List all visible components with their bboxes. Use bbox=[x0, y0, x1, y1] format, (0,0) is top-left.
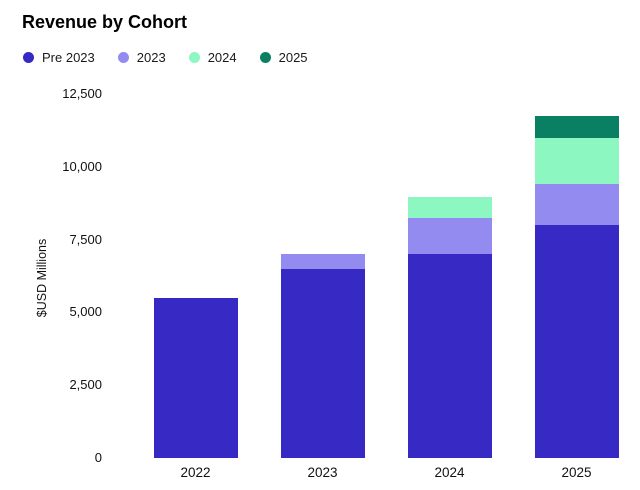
y-tick-2500: 2,500 bbox=[69, 377, 102, 393]
y-tick-5000: 5,000 bbox=[69, 304, 102, 320]
bar-2024-2024-segment[interactable] bbox=[407, 197, 492, 218]
bar-2023-pre-2023-segment[interactable] bbox=[280, 268, 365, 458]
y-tick-12500: 12,500 bbox=[62, 86, 102, 101]
bar-2024-2023-segment[interactable] bbox=[407, 217, 492, 255]
legend-swatch-icon bbox=[23, 52, 34, 63]
x-tick-2022: 2022 bbox=[180, 465, 211, 480]
bar-2022 bbox=[153, 297, 238, 458]
bar-2025-pre-2023-segment[interactable] bbox=[534, 225, 619, 458]
legend-swatch-icon bbox=[259, 52, 271, 63]
bar-2025 bbox=[534, 115, 619, 458]
legend-label: 2025 bbox=[278, 50, 308, 65]
bar-2025-2024-segment[interactable] bbox=[534, 137, 619, 185]
bar-2023-2023-segment[interactable] bbox=[280, 254, 365, 269]
bar-2023 bbox=[280, 254, 365, 458]
legend-swatch-icon bbox=[117, 52, 129, 63]
legend-item-2025[interactable]: 2025 bbox=[259, 50, 308, 65]
bar-2024-pre-2023-segment[interactable] bbox=[407, 254, 492, 458]
bar-2024 bbox=[407, 197, 492, 458]
legend-item-2024[interactable]: 2024 bbox=[188, 50, 237, 65]
chart-legend: Pre 2023 2023 2024 2025 bbox=[23, 51, 308, 64]
y-tick-0: 0 bbox=[94, 450, 102, 465]
legend-item-pre-2023[interactable]: Pre 2023 bbox=[23, 51, 95, 64]
y-tick-10000: 10,000 bbox=[62, 158, 102, 174]
x-tick-2025: 2025 bbox=[561, 465, 592, 480]
legend-label: Pre 2023 bbox=[42, 50, 95, 65]
legend-label: 2023 bbox=[136, 50, 166, 65]
bar-2025-2023-segment[interactable] bbox=[534, 184, 619, 225]
x-tick-2023: 2023 bbox=[307, 465, 338, 480]
legend-item-2023[interactable]: 2023 bbox=[117, 50, 166, 65]
plot-area bbox=[132, 94, 640, 458]
chart-title: Revenue by Cohort bbox=[22, 12, 188, 32]
bar-2022-pre-2023-segment[interactable] bbox=[153, 297, 238, 458]
x-tick-2024: 2024 bbox=[434, 465, 465, 480]
legend-swatch-icon bbox=[188, 52, 200, 63]
y-tick-7500: 7,500 bbox=[69, 231, 102, 247]
bar-2025-2025-segment[interactable] bbox=[534, 115, 619, 138]
legend-label: 2024 bbox=[207, 50, 237, 65]
